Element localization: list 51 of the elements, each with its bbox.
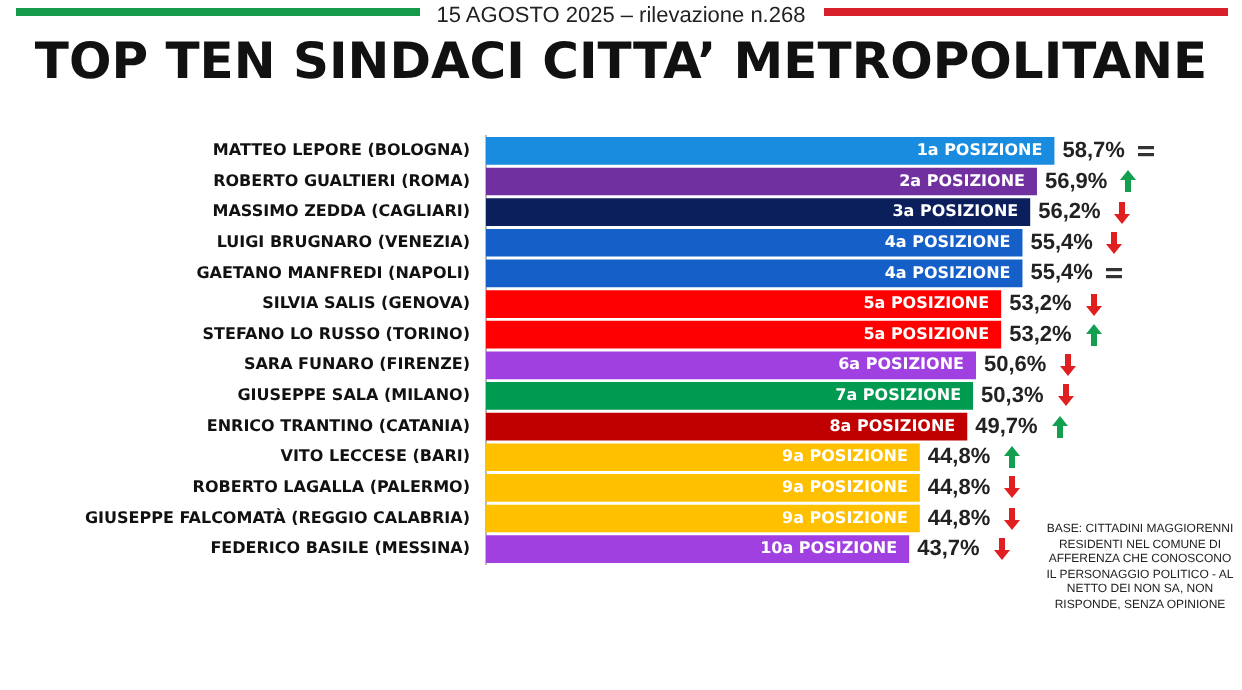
bar	[486, 137, 1055, 165]
y-tick-label: GIUSEPPE SALA (MILANO)	[237, 386, 470, 405]
annotation: 3a POSIZIONE	[892, 202, 1019, 221]
data-label: 43,7%	[917, 537, 980, 562]
y-tick-label: ROBERTO GUALTIERI (ROMA)	[213, 171, 470, 190]
annotation: 10a POSIZIONE	[760, 539, 898, 558]
data-label: 44,8%	[927, 506, 991, 531]
annotation: 1a POSIZIONE	[916, 141, 1043, 160]
bar	[486, 198, 1031, 226]
annotation: 9a POSIZIONE	[782, 508, 908, 527]
annotation: 7a POSIZIONE	[835, 386, 962, 405]
bar	[486, 167, 1037, 196]
data-label: 55,4%	[1030, 230, 1094, 255]
annotation: 2a POSIZIONE	[899, 171, 1025, 190]
data-label: 49,7%	[975, 414, 1039, 439]
annotation: 9a POSIZIONE	[782, 447, 908, 466]
annotation: 8a POSIZIONE	[829, 416, 956, 435]
chart-subtitle: 15 AGOSTO 2025 – rilevazione n.268	[434, 4, 808, 28]
annotation: 9a POSIZIONE	[782, 477, 908, 496]
data-label: 50,3%	[981, 384, 1044, 409]
y-tick-label: GAETANO MANFREDI (NAPOLI)	[196, 263, 470, 282]
y-tick-label: SARA FUNARO (FIRENZE)	[243, 355, 470, 374]
chart-title: TOP TEN SINDACI CITTA’ METROPOLITANE	[32, 32, 1210, 90]
y-tick-label: ROBERTO LAGALLA (PALERMO)	[192, 477, 470, 496]
annotation: 6a POSIZIONE	[838, 355, 964, 374]
data-label: 56,9%	[1044, 169, 1108, 194]
data-label: 53,2%	[1009, 322, 1072, 347]
data-label: 53,2%	[1009, 292, 1072, 317]
data-label: 58,7%	[1062, 138, 1126, 163]
data-label: 44,8%	[927, 445, 991, 470]
bar	[486, 535, 910, 563]
annotation: 5a POSIZIONE	[863, 324, 990, 343]
annotation: 4a POSIZIONE	[884, 232, 1011, 251]
data-label: 44,8%	[927, 475, 991, 500]
data-label: 50,6%	[983, 353, 1047, 378]
y-tick-label: FEDERICO BASILE (MESSINA)	[210, 539, 470, 558]
bar	[486, 382, 974, 410]
y-tick-label: LUIGI BRUGNARO (VENEZIA)	[216, 232, 470, 251]
data-label: 55,4%	[1030, 261, 1094, 286]
y-tick-label: VITO LECCESE (BARI)	[280, 447, 470, 466]
annotation: 5a POSIZIONE	[863, 294, 990, 313]
y-tick-label: SILVIA SALIS (GENOVA)	[262, 294, 470, 313]
data-label: 56,2%	[1038, 200, 1102, 225]
y-tick-label: ENRICO TRANTINO (CATANIA)	[206, 416, 470, 435]
y-tick-label: MASSIMO ZEDDA (CAGLIARI)	[212, 202, 470, 221]
y-tick-label: STEFANO LO RUSSO (TORINO)	[202, 324, 470, 343]
y-tick-label: GIUSEPPE FALCOMATÀ (REGGIO CALABRIA)	[84, 506, 470, 527]
annotation: 4a POSIZIONE	[884, 263, 1011, 282]
bar	[486, 412, 968, 441]
bar	[486, 351, 976, 380]
y-tick-label: MATTEO LEPORE (BOLOGNA)	[212, 141, 470, 160]
